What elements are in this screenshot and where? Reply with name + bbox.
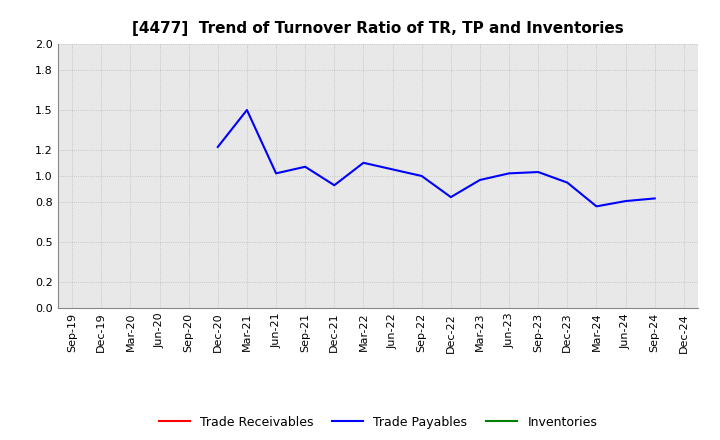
Trade Payables bbox=[534, 169, 543, 175]
Trade Payables bbox=[505, 171, 513, 176]
Trade Payables bbox=[621, 198, 630, 204]
Trade Payables bbox=[592, 204, 600, 209]
Title: [4477]  Trend of Turnover Ratio of TR, TP and Inventories: [4477] Trend of Turnover Ratio of TR, TP… bbox=[132, 21, 624, 36]
Trade Payables bbox=[388, 167, 397, 172]
Trade Payables bbox=[330, 183, 338, 188]
Trade Payables bbox=[476, 177, 485, 183]
Trade Payables bbox=[446, 194, 455, 200]
Legend: Trade Receivables, Trade Payables, Inventories: Trade Receivables, Trade Payables, Inven… bbox=[153, 411, 603, 434]
Trade Payables bbox=[213, 144, 222, 150]
Trade Payables bbox=[243, 107, 251, 113]
Trade Payables bbox=[271, 171, 280, 176]
Trade Payables bbox=[650, 196, 659, 201]
Line: Trade Payables: Trade Payables bbox=[217, 110, 654, 206]
Trade Payables bbox=[359, 160, 368, 165]
Trade Payables bbox=[301, 164, 310, 169]
Trade Payables bbox=[563, 180, 572, 185]
Trade Payables bbox=[418, 173, 426, 179]
